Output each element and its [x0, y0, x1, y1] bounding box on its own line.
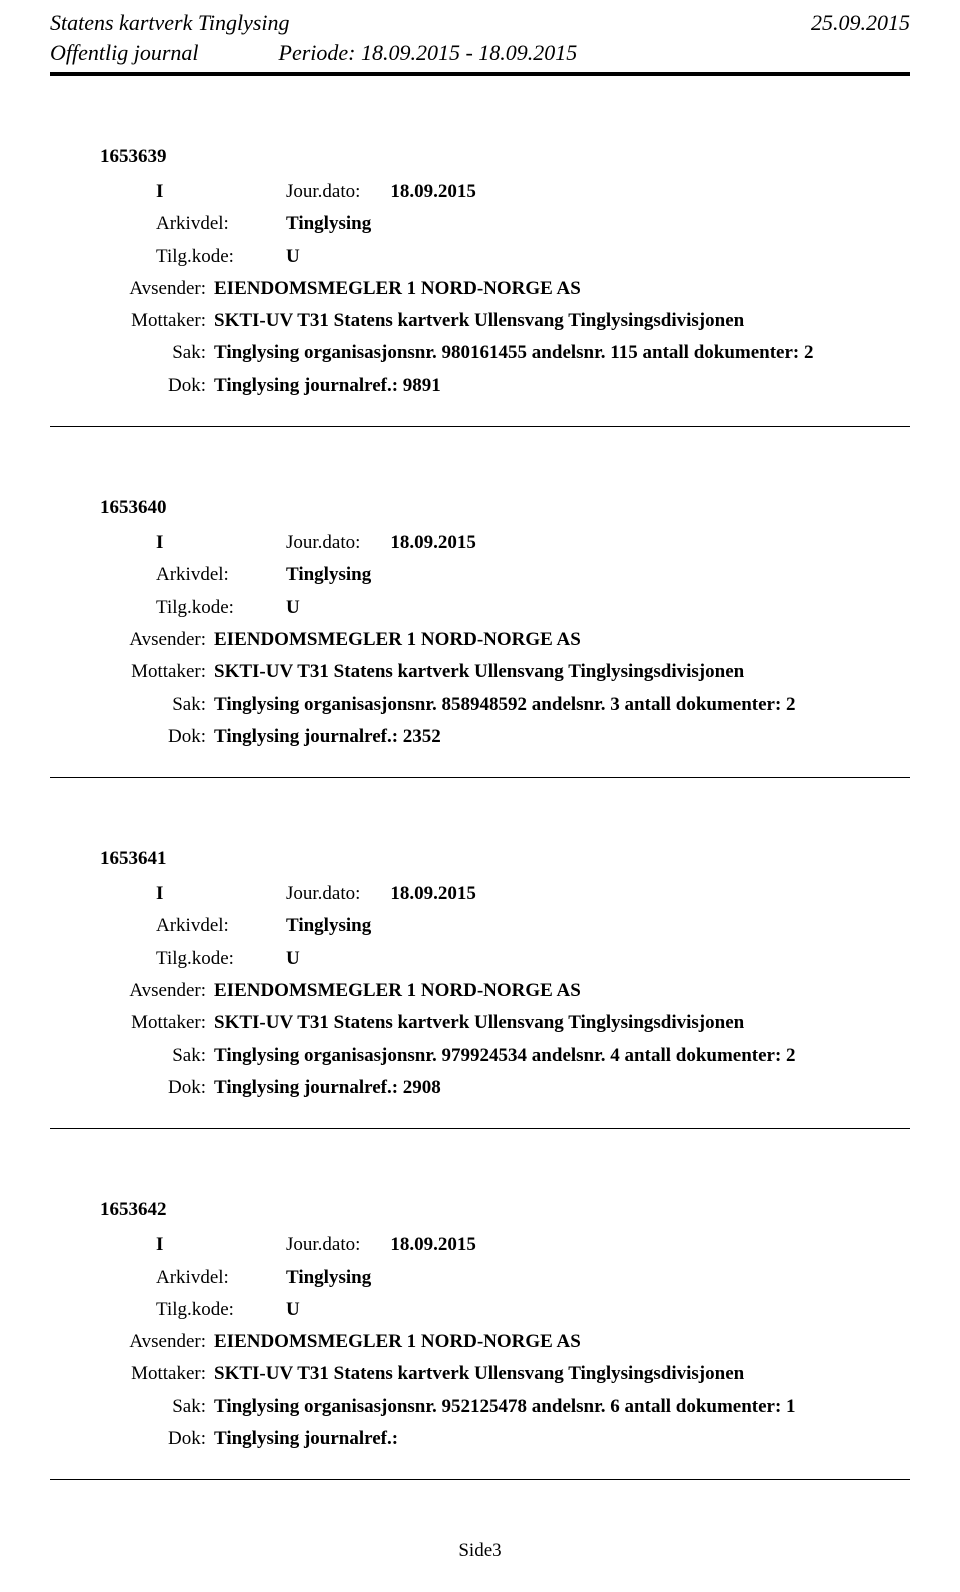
sak-value: Tinglysing organisasjonsnr. 858948592 an… [214, 689, 796, 721]
jourdato-value: 18.09.2015 [390, 1229, 476, 1261]
avsender-value: EIENDOMSMEGLER 1 NORD-NORGE AS [214, 1326, 581, 1358]
mottaker-value: SKTI-UV T31 Statens kartverk Ullensvang … [214, 1007, 744, 1039]
tilgkode-label: Tilg.kode: [156, 1294, 286, 1326]
journal-entry: 1653639 I Jour.dato: 18.09.2015 Arkivdel… [50, 146, 910, 402]
jourdato-value: 18.09.2015 [390, 176, 476, 208]
sak-label: Sak: [100, 1040, 206, 1072]
arkivdel-value: Tinglysing [286, 1262, 371, 1294]
journal-entry: 1653641 I Jour.dato: 18.09.2015 Arkivdel… [50, 848, 910, 1104]
sak-label: Sak: [100, 337, 206, 369]
dok-label: Dok: [100, 1423, 206, 1455]
sak-label: Sak: [100, 689, 206, 721]
sak-value: Tinglysing organisasjonsnr. 980161455 an… [214, 337, 814, 369]
mottaker-value: SKTI-UV T31 Statens kartverk Ullensvang … [214, 305, 744, 337]
journal-entry: 1653640 I Jour.dato: 18.09.2015 Arkivdel… [50, 497, 910, 753]
record-number: 1653641 [100, 848, 910, 870]
entry-type: I [156, 1229, 286, 1261]
avsender-value: EIENDOMSMEGLER 1 NORD-NORGE AS [214, 624, 581, 656]
jourdato-value: 18.09.2015 [390, 878, 476, 910]
arkivdel-value: Tinglysing [286, 208, 371, 240]
dok-value: Tinglysing journalref.: 2352 [214, 721, 441, 753]
avsender-label: Avsender: [100, 273, 206, 305]
entry-type: I [156, 176, 286, 208]
dok-label: Dok: [100, 370, 206, 402]
header-org: Statens kartverk Tinglysing [50, 10, 290, 36]
tilgkode-value: U [286, 592, 300, 624]
page-footer: Side3 [0, 1540, 960, 1562]
record-number: 1653640 [100, 497, 910, 519]
arkivdel-label: Arkivdel: [156, 208, 286, 240]
jourdato-label: Jour.dato: [286, 878, 360, 910]
avsender-label: Avsender: [100, 975, 206, 1007]
dok-value: Tinglysing journalref.: [214, 1423, 398, 1455]
tilgkode-value: U [286, 1294, 300, 1326]
avsender-label: Avsender: [100, 1326, 206, 1358]
avsender-value: EIENDOMSMEGLER 1 NORD-NORGE AS [214, 975, 581, 1007]
mottaker-label: Mottaker: [100, 1007, 206, 1039]
arkivdel-label: Arkivdel: [156, 910, 286, 942]
entry-divider [50, 1479, 910, 1480]
mottaker-label: Mottaker: [100, 656, 206, 688]
dok-value: Tinglysing journalref.: 9891 [214, 370, 441, 402]
arkivdel-value: Tinglysing [286, 910, 371, 942]
arkivdel-label: Arkivdel: [156, 1262, 286, 1294]
entry-divider [50, 1128, 910, 1129]
tilgkode-value: U [286, 241, 300, 273]
record-number: 1653642 [100, 1199, 910, 1221]
page-header: Statens kartverk Tinglysing 25.09.2015 O… [50, 10, 910, 76]
sak-value: Tinglysing organisasjonsnr. 979924534 an… [214, 1040, 796, 1072]
sak-value: Tinglysing organisasjonsnr. 952125478 an… [214, 1391, 796, 1423]
dok-label: Dok: [100, 721, 206, 753]
arkivdel-value: Tinglysing [286, 559, 371, 591]
entry-type: I [156, 527, 286, 559]
header-title: Offentlig journal [50, 40, 199, 66]
jourdato-label: Jour.dato: [286, 176, 360, 208]
jourdato-value: 18.09.2015 [390, 527, 476, 559]
record-number: 1653639 [100, 146, 910, 168]
tilgkode-value: U [286, 943, 300, 975]
page-number: Side3 [458, 1540, 501, 1561]
jourdato-label: Jour.dato: [286, 1229, 360, 1261]
dok-label: Dok: [100, 1072, 206, 1104]
mottaker-label: Mottaker: [100, 305, 206, 337]
tilgkode-label: Tilg.kode: [156, 241, 286, 273]
jourdato-label: Jour.dato: [286, 527, 360, 559]
mottaker-label: Mottaker: [100, 1358, 206, 1390]
sak-label: Sak: [100, 1391, 206, 1423]
journal-entry: 1653642 I Jour.dato: 18.09.2015 Arkivdel… [50, 1199, 910, 1455]
header-date: 25.09.2015 [811, 10, 910, 36]
avsender-label: Avsender: [100, 624, 206, 656]
arkivdel-label: Arkivdel: [156, 559, 286, 591]
avsender-value: EIENDOMSMEGLER 1 NORD-NORGE AS [214, 273, 581, 305]
tilgkode-label: Tilg.kode: [156, 943, 286, 975]
entry-divider [50, 777, 910, 778]
entry-type: I [156, 878, 286, 910]
mottaker-value: SKTI-UV T31 Statens kartverk Ullensvang … [214, 1358, 744, 1390]
header-period: Periode: 18.09.2015 - 18.09.2015 [279, 40, 578, 66]
tilgkode-label: Tilg.kode: [156, 592, 286, 624]
dok-value: Tinglysing journalref.: 2908 [214, 1072, 441, 1104]
mottaker-value: SKTI-UV T31 Statens kartverk Ullensvang … [214, 656, 744, 688]
entry-divider [50, 426, 910, 427]
